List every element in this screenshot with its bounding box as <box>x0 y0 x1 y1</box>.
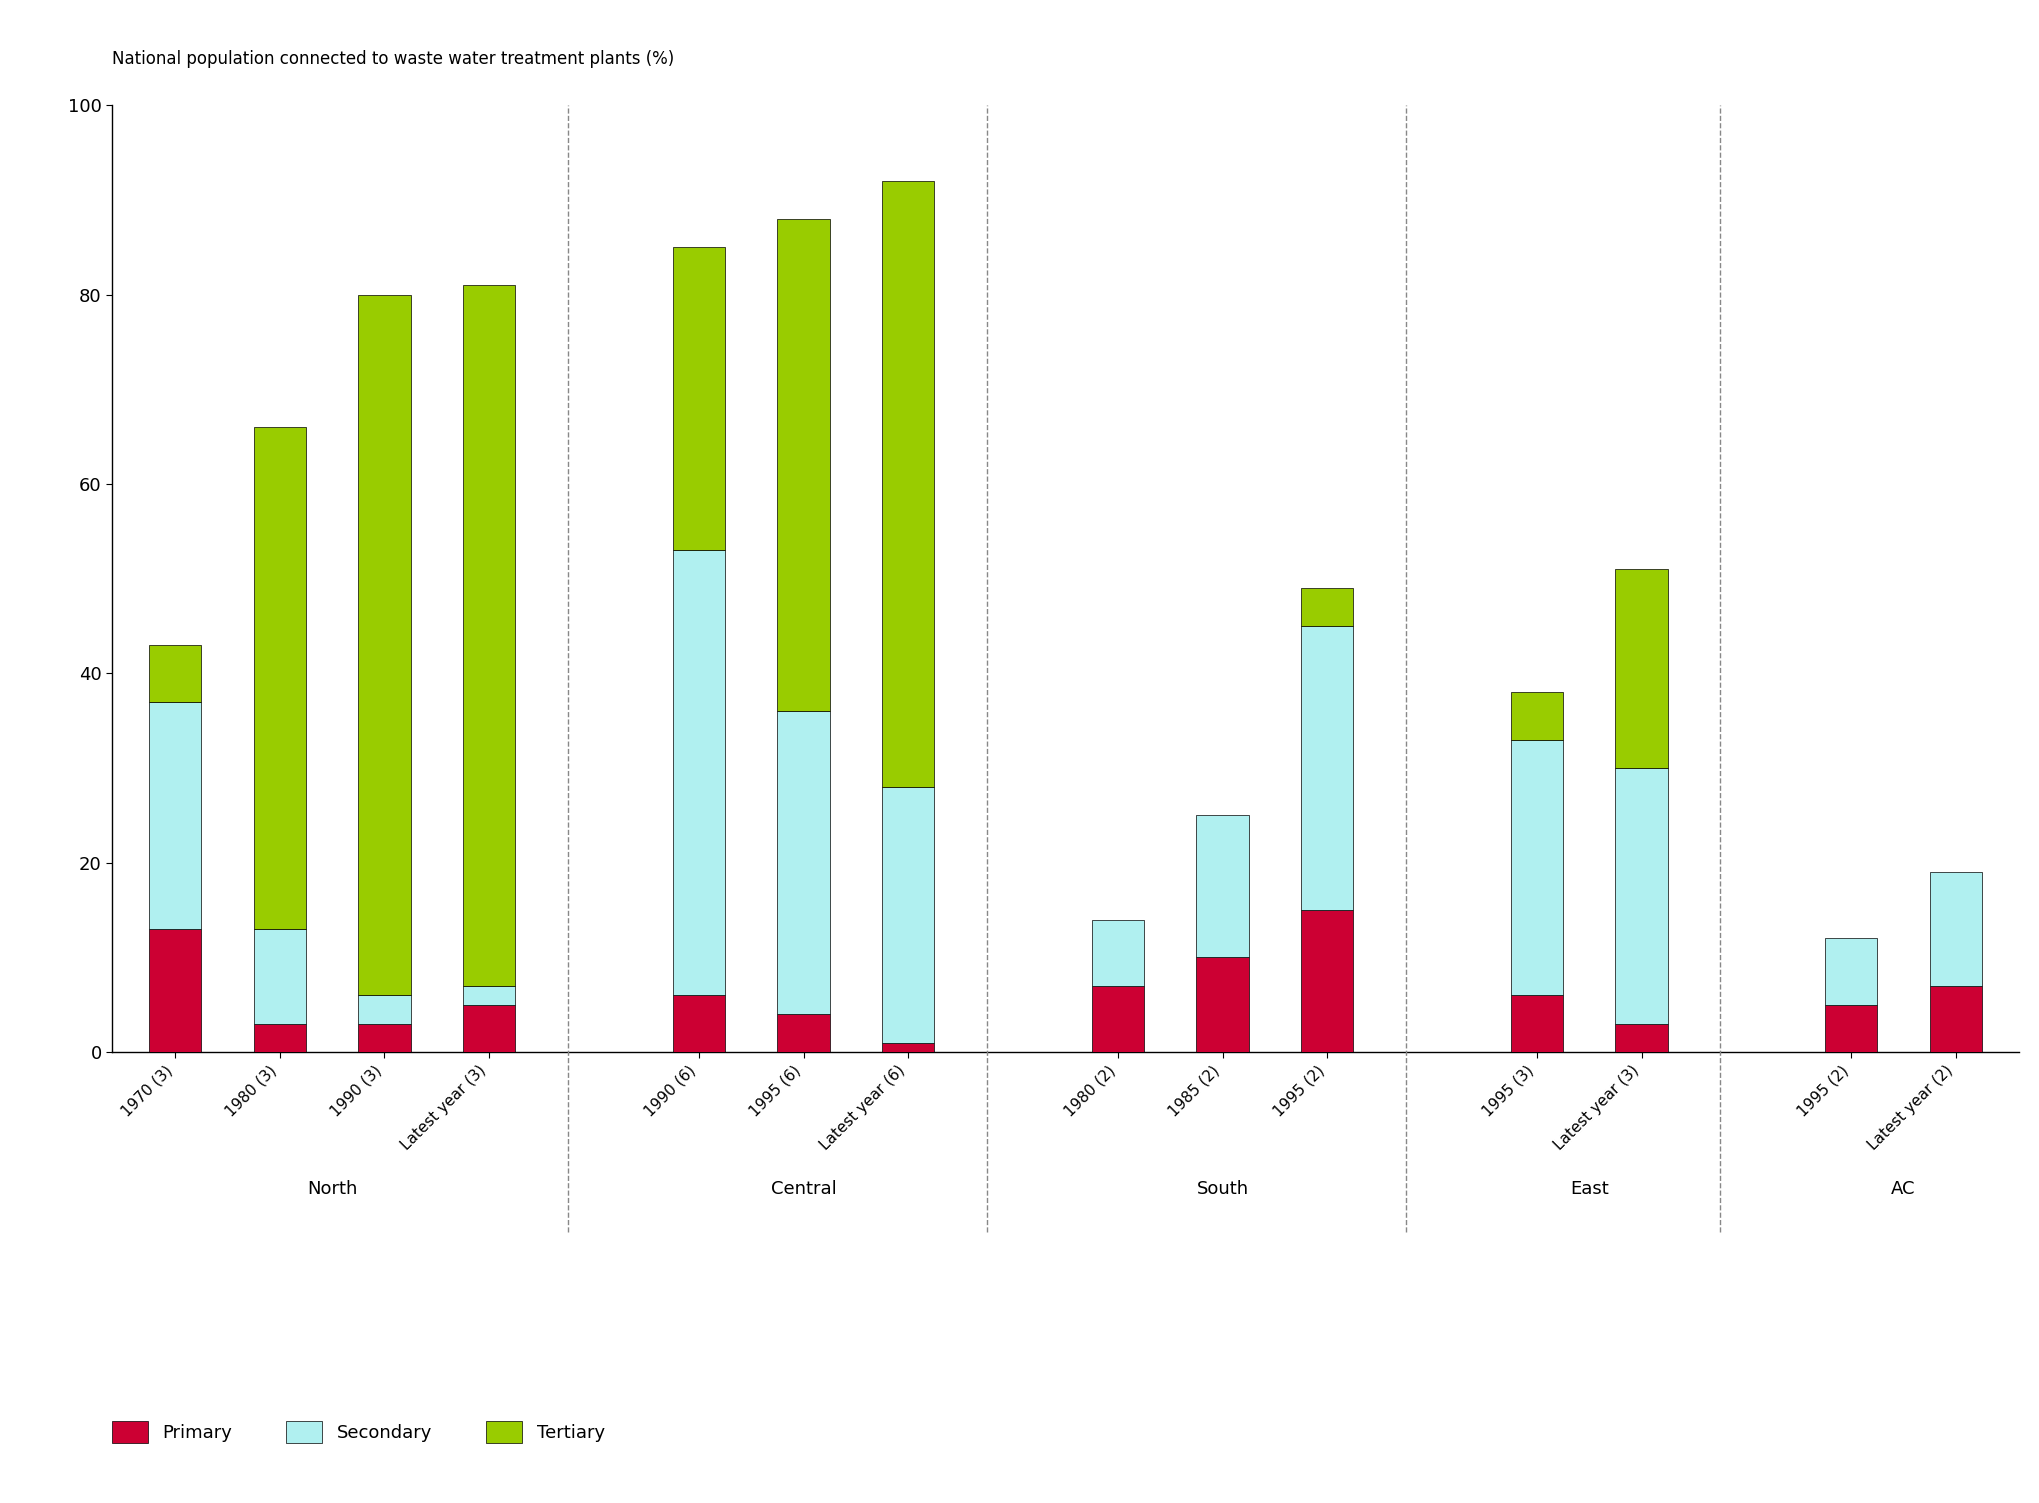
Bar <box>359 1024 410 1052</box>
Bar <box>1091 986 1144 1052</box>
Text: AC: AC <box>1890 1180 1915 1198</box>
Bar <box>463 1006 516 1052</box>
Bar <box>1615 1024 1668 1052</box>
Text: South: South <box>1197 1180 1248 1198</box>
Bar <box>1615 768 1668 1024</box>
Bar <box>673 246 726 550</box>
Bar <box>1301 588 1354 625</box>
Bar <box>1615 570 1668 768</box>
Bar <box>253 1024 306 1052</box>
Bar <box>777 711 830 1015</box>
Bar <box>1197 957 1248 1052</box>
Bar <box>1197 815 1248 957</box>
Bar <box>1511 995 1564 1052</box>
Bar <box>1511 739 1564 995</box>
Bar <box>149 645 202 702</box>
Bar <box>1301 909 1354 1052</box>
Bar <box>463 286 516 986</box>
Bar <box>1091 920 1144 986</box>
Bar <box>359 995 410 1024</box>
Bar <box>1929 986 1982 1052</box>
Bar <box>1929 872 1982 986</box>
Text: National population connected to waste water treatment plants (%): National population connected to waste w… <box>112 50 675 68</box>
Bar <box>883 1043 934 1052</box>
Bar <box>673 550 726 995</box>
Bar <box>1301 625 1354 909</box>
Bar <box>777 219 830 711</box>
Bar <box>883 788 934 1043</box>
Text: Central: Central <box>771 1180 836 1198</box>
Text: East: East <box>1570 1180 1609 1198</box>
Bar <box>1825 1006 1878 1052</box>
Bar <box>149 929 202 1052</box>
Bar <box>1511 693 1564 739</box>
Legend: Primary, Secondary, Tertiary: Primary, Secondary, Tertiary <box>112 1420 606 1443</box>
Bar <box>673 995 726 1052</box>
Bar <box>359 295 410 995</box>
Bar <box>149 702 202 929</box>
Bar <box>777 1015 830 1052</box>
Bar <box>883 180 934 788</box>
Bar <box>253 929 306 1024</box>
Text: North: North <box>308 1180 357 1198</box>
Bar <box>1825 938 1878 1006</box>
Bar <box>463 986 516 1006</box>
Bar <box>253 427 306 929</box>
